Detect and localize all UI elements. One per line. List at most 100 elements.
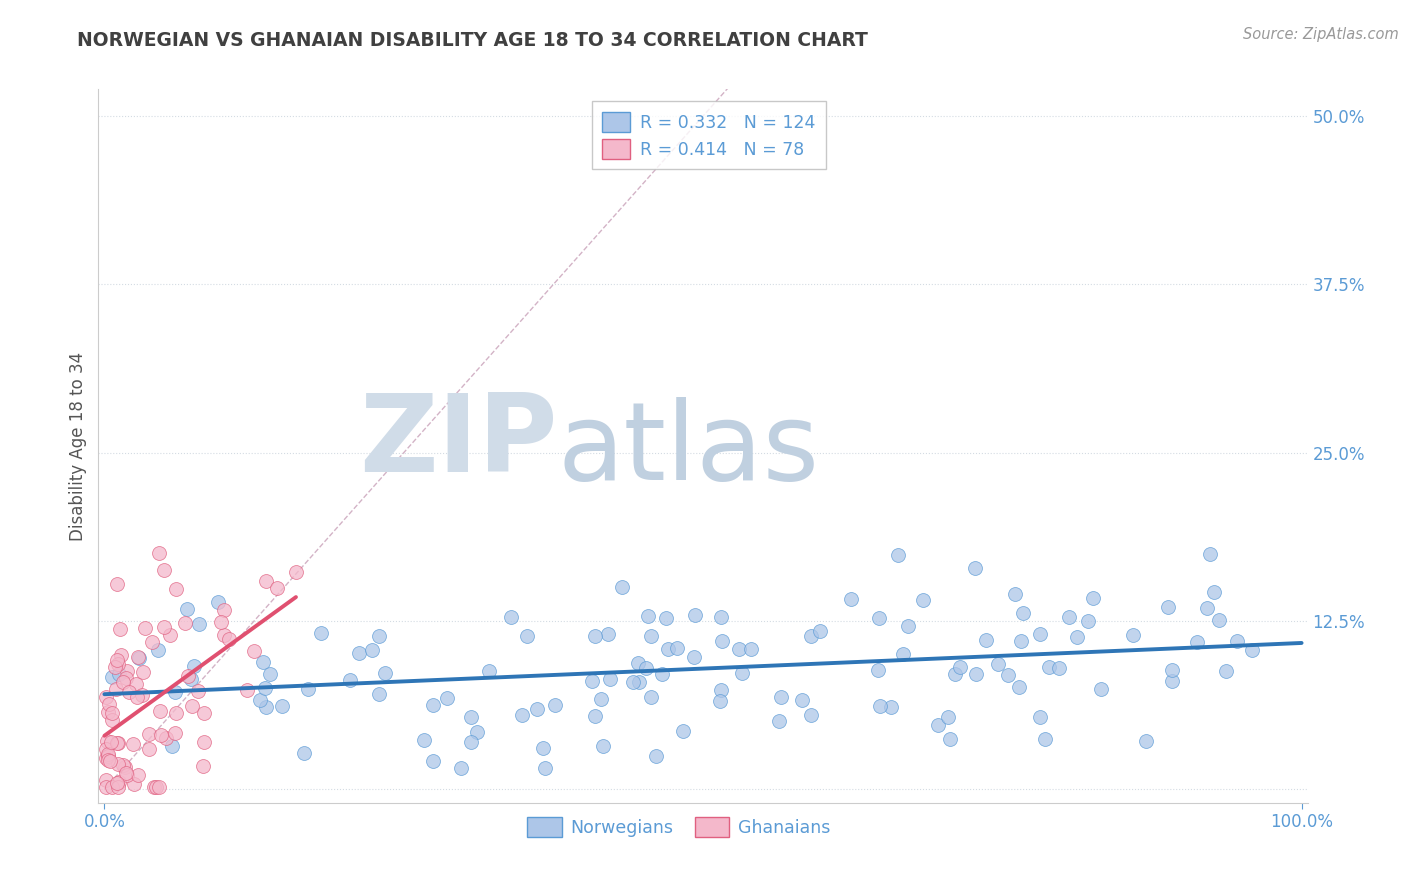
Point bbox=[869, 699, 891, 714]
Point bbox=[790, 692, 813, 706]
Point bbox=[965, 666, 987, 681]
Point bbox=[711, 634, 734, 648]
Point bbox=[131, 688, 153, 702]
Point bbox=[97, 747, 120, 762]
Point bbox=[623, 674, 645, 689]
Point bbox=[1240, 642, 1263, 657]
Point bbox=[1160, 663, 1182, 677]
Point bbox=[105, 776, 128, 790]
Point bbox=[1008, 681, 1031, 695]
Point bbox=[1226, 634, 1249, 648]
Point bbox=[138, 742, 160, 756]
Y-axis label: Disability Age 18 to 34: Disability Age 18 to 34 bbox=[69, 351, 87, 541]
Point bbox=[165, 725, 187, 739]
Point bbox=[101, 713, 124, 727]
Point bbox=[666, 641, 689, 656]
Point bbox=[153, 564, 176, 578]
Point bbox=[259, 667, 281, 681]
Point bbox=[180, 672, 202, 686]
Point bbox=[183, 658, 205, 673]
Point bbox=[128, 651, 150, 665]
Point bbox=[710, 682, 733, 697]
Point bbox=[271, 698, 294, 713]
Point bbox=[422, 698, 444, 712]
Point bbox=[710, 610, 733, 624]
Point bbox=[581, 673, 603, 688]
Point bbox=[349, 646, 371, 660]
Point bbox=[254, 574, 277, 589]
Point bbox=[97, 753, 120, 767]
Point bbox=[1161, 673, 1184, 688]
Point bbox=[936, 710, 959, 724]
Point bbox=[534, 761, 557, 775]
Point bbox=[1215, 664, 1237, 678]
Point bbox=[118, 685, 141, 699]
Point bbox=[927, 718, 949, 732]
Point bbox=[236, 682, 259, 697]
Point bbox=[100, 780, 122, 794]
Point bbox=[122, 777, 145, 791]
Point bbox=[1038, 660, 1060, 674]
Point bbox=[1157, 599, 1180, 614]
Point bbox=[162, 739, 184, 753]
Point bbox=[176, 602, 198, 616]
Point bbox=[242, 643, 264, 657]
Point bbox=[94, 742, 117, 756]
Point bbox=[740, 642, 762, 657]
Point bbox=[94, 772, 117, 787]
Point bbox=[943, 667, 966, 681]
Point bbox=[460, 710, 482, 724]
Point bbox=[1135, 733, 1157, 747]
Point bbox=[214, 628, 236, 642]
Point bbox=[501, 610, 523, 624]
Point bbox=[191, 758, 214, 772]
Point bbox=[1090, 682, 1112, 697]
Point bbox=[148, 546, 170, 560]
Point bbox=[361, 643, 384, 657]
Point bbox=[800, 707, 823, 722]
Point bbox=[148, 780, 170, 794]
Point bbox=[101, 706, 124, 721]
Point bbox=[97, 748, 120, 763]
Point bbox=[149, 704, 172, 718]
Point bbox=[108, 622, 131, 636]
Point bbox=[1029, 710, 1052, 724]
Point bbox=[531, 741, 554, 756]
Point bbox=[465, 724, 488, 739]
Point bbox=[94, 690, 117, 705]
Point bbox=[98, 697, 121, 711]
Point bbox=[115, 664, 138, 678]
Point bbox=[125, 677, 148, 691]
Point bbox=[516, 629, 538, 643]
Point bbox=[212, 603, 235, 617]
Point bbox=[1066, 630, 1088, 644]
Point bbox=[187, 684, 209, 698]
Point bbox=[1195, 600, 1218, 615]
Point bbox=[138, 726, 160, 740]
Point bbox=[284, 565, 307, 579]
Text: NORWEGIAN VS GHANAIAN DISABILITY AGE 18 TO 34 CORRELATION CHART: NORWEGIAN VS GHANAIAN DISABILITY AGE 18 … bbox=[77, 31, 869, 50]
Point bbox=[939, 731, 962, 746]
Point bbox=[249, 693, 271, 707]
Point bbox=[1057, 610, 1080, 624]
Point bbox=[880, 700, 903, 714]
Point bbox=[141, 634, 163, 648]
Point bbox=[654, 611, 676, 625]
Point bbox=[368, 629, 391, 643]
Point bbox=[1077, 614, 1099, 628]
Point bbox=[107, 780, 129, 794]
Point bbox=[114, 760, 136, 774]
Point bbox=[685, 607, 707, 622]
Point bbox=[111, 758, 134, 772]
Point bbox=[627, 675, 650, 690]
Point bbox=[512, 708, 534, 723]
Point bbox=[868, 611, 890, 625]
Point bbox=[132, 665, 155, 679]
Point bbox=[422, 754, 444, 768]
Point bbox=[1208, 613, 1230, 627]
Point bbox=[770, 690, 793, 704]
Point bbox=[165, 685, 187, 699]
Point bbox=[583, 629, 606, 643]
Point bbox=[651, 667, 673, 681]
Point bbox=[181, 699, 204, 714]
